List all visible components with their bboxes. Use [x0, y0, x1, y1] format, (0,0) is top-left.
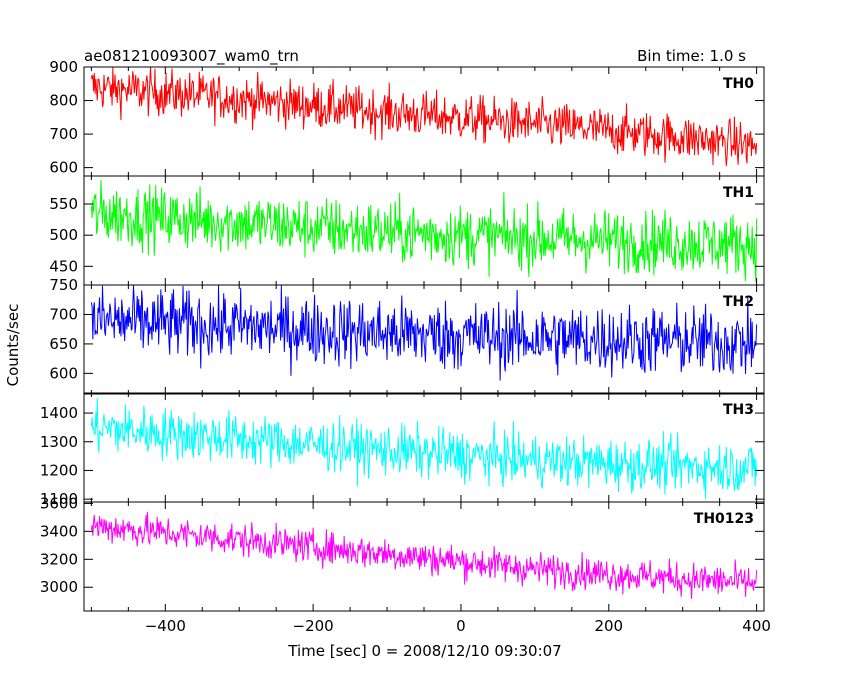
y-tick-label: 900	[49, 58, 78, 76]
y-tick-label: 1100	[40, 490, 78, 508]
y-tick-label: 550	[49, 195, 78, 213]
panels-group: 600 700 800 900 TH0 450 500 550 TH1 600 650 700 750 T…	[40, 58, 771, 635]
y-tick-label: 500	[49, 226, 78, 244]
y-tick-label: 3000	[40, 578, 78, 596]
y-tick-label: 650	[49, 335, 78, 353]
x-tick-label: 400	[742, 617, 771, 635]
y-tick-label: 600	[49, 159, 78, 177]
y-tick-label: 700	[49, 125, 78, 143]
y-tick-label: 600	[49, 364, 78, 382]
series-line-th0123	[90, 511, 758, 599]
y-tick-label: 800	[49, 92, 78, 110]
panel-name-label: TH3	[723, 402, 754, 418]
series-line-th3	[90, 398, 758, 500]
x-tick-label: −200	[293, 617, 334, 635]
y-tick-label: 750	[49, 276, 78, 294]
panel-name-label: TH0123	[694, 511, 754, 527]
x-tick-label: −400	[145, 617, 186, 635]
y-tick-label: 1200	[40, 461, 78, 479]
series-line-th1	[90, 179, 758, 283]
panel-frame	[83, 66, 765, 177]
y-tick-label: 700	[49, 305, 78, 323]
panel-th3: 1100 1200 1300 1400 TH3	[40, 392, 765, 508]
y-tick-label: 1400	[40, 404, 78, 422]
panel-th2: 600 650 700 750 TH2	[49, 276, 765, 395]
y-axis-label: Counts/sec	[4, 304, 22, 387]
figure-title: ae081210093007_wam0_trn	[84, 47, 299, 66]
bin-time-label: Bin time: 1.0 s	[637, 47, 746, 65]
series-line-th2	[90, 285, 758, 381]
y-tick-label: 450	[49, 257, 78, 275]
panel-name-label: TH2	[723, 294, 754, 310]
y-tick-label: 3600	[40, 494, 78, 512]
series-line-th0	[90, 67, 758, 166]
x-axis-label: Time [sec] 0 = 2008/12/10 09:30:07	[287, 642, 561, 660]
panel-th1: 450 500 550 TH1	[49, 175, 765, 286]
y-tick-label: 3200	[40, 550, 78, 568]
x-tick-label: 200	[594, 617, 623, 635]
panel-th0: 600 700 800 900 TH0	[49, 58, 765, 177]
panel-th0123: 3000 3200 3400 3600 TH0123	[40, 494, 765, 612]
panel-name-label: TH0	[723, 76, 754, 92]
x-tick-label: 0	[456, 617, 466, 635]
panel-name-label: TH1	[723, 185, 754, 201]
y-tick-label: 1300	[40, 433, 78, 451]
y-tick-label: 3400	[40, 522, 78, 540]
